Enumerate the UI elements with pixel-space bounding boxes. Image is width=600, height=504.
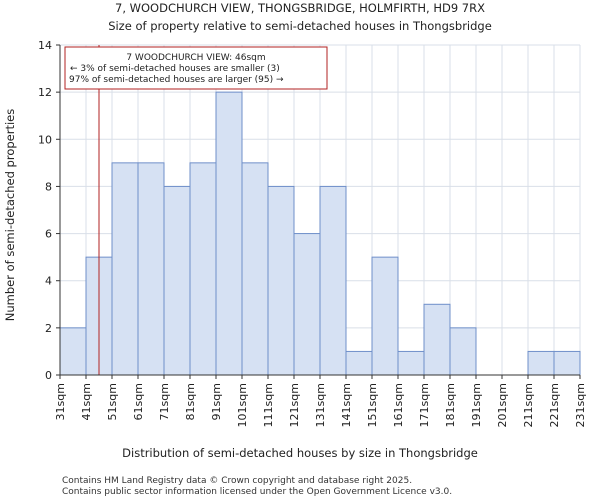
x-tick-label: 141sqm	[340, 383, 353, 427]
histogram-bar	[527, 350, 555, 376]
annotation-line-3: 97% of semi-detached houses are larger (…	[69, 75, 284, 85]
x-tick-label: 31sqm	[54, 383, 67, 420]
histogram-bar	[371, 256, 399, 376]
x-tick-label: 161sqm	[392, 383, 405, 427]
footer-line-2: Contains public sector information licen…	[62, 487, 452, 497]
y-tick-label: 8	[45, 180, 52, 193]
histogram-bar	[449, 327, 477, 376]
marker-annotation: 7 WOODCHURCH VIEW: 46sqm ← 3% of semi-de…	[64, 46, 328, 90]
y-tick-labels: 0 2 4 6 8 10 12 14	[38, 39, 60, 382]
histogram-bar	[397, 350, 425, 376]
x-tick-label: 221sqm	[548, 383, 561, 427]
histogram-bar	[59, 327, 87, 376]
x-tick-label: 51sqm	[106, 383, 119, 420]
histogram-bar	[111, 162, 139, 376]
x-tick-label: 71sqm	[158, 383, 171, 420]
histogram-bar	[163, 185, 191, 376]
histogram-bar	[241, 162, 269, 376]
y-tick-label: 4	[45, 275, 52, 288]
histogram-bar	[553, 350, 581, 376]
y-tick-label: 2	[45, 322, 52, 335]
x-tick-label: 111sqm	[262, 383, 275, 427]
x-tick-label: 41sqm	[80, 383, 93, 420]
histogram-bar	[345, 350, 373, 376]
x-tick-label: 201sqm	[496, 383, 509, 427]
y-tick-label: 14	[38, 39, 52, 52]
annotation-line-1: 7 WOODCHURCH VIEW: 46sqm	[126, 53, 265, 63]
y-tick-label: 12	[38, 86, 52, 99]
histogram-bar	[267, 185, 295, 376]
histogram-bar	[189, 162, 217, 376]
x-tick-label: 121sqm	[288, 383, 301, 427]
y-tick-label: 0	[45, 369, 52, 382]
chart-title: 7, WOODCHURCH VIEW, THONGSBRIDGE, HOLMFI…	[115, 1, 485, 15]
y-tick-label: 6	[45, 228, 52, 241]
x-tick-label: 211sqm	[522, 383, 535, 427]
histogram-bar	[215, 91, 243, 376]
x-tick-label: 231sqm	[574, 383, 587, 427]
histogram-bar	[319, 185, 347, 376]
histogram-bar	[293, 233, 321, 376]
annotation-line-2: ← 3% of semi-detached houses are smaller…	[70, 64, 280, 74]
x-axis-label: Distribution of semi-detached houses by …	[122, 446, 478, 460]
histogram-bar	[423, 303, 451, 376]
histogram-bar	[137, 162, 165, 376]
x-tick-label: 151sqm	[366, 383, 379, 427]
chart-subtitle: Size of property relative to semi-detach…	[108, 19, 492, 33]
x-tick-label: 181sqm	[444, 383, 457, 427]
x-tick-label: 91sqm	[210, 383, 223, 420]
y-axis-label: Number of semi-detached properties	[3, 109, 17, 321]
x-tick-label: 61sqm	[132, 383, 145, 420]
x-tick-label: 171sqm	[418, 383, 431, 427]
bars-layer	[59, 91, 581, 376]
x-tick-label: 101sqm	[236, 383, 249, 427]
y-tick-label: 10	[38, 133, 52, 146]
annotation-box	[64, 46, 328, 90]
x-tick-label: 191sqm	[470, 383, 483, 427]
footer-line-1: Contains HM Land Registry data © Crown c…	[62, 476, 412, 486]
x-tick-label: 131sqm	[314, 383, 327, 427]
x-tick-labels: 31sqm 41sqm 51sqm 61sqm 71sqm 81sqm 91sqm 101sq…	[54, 375, 587, 427]
x-tick-label: 81sqm	[184, 383, 197, 420]
